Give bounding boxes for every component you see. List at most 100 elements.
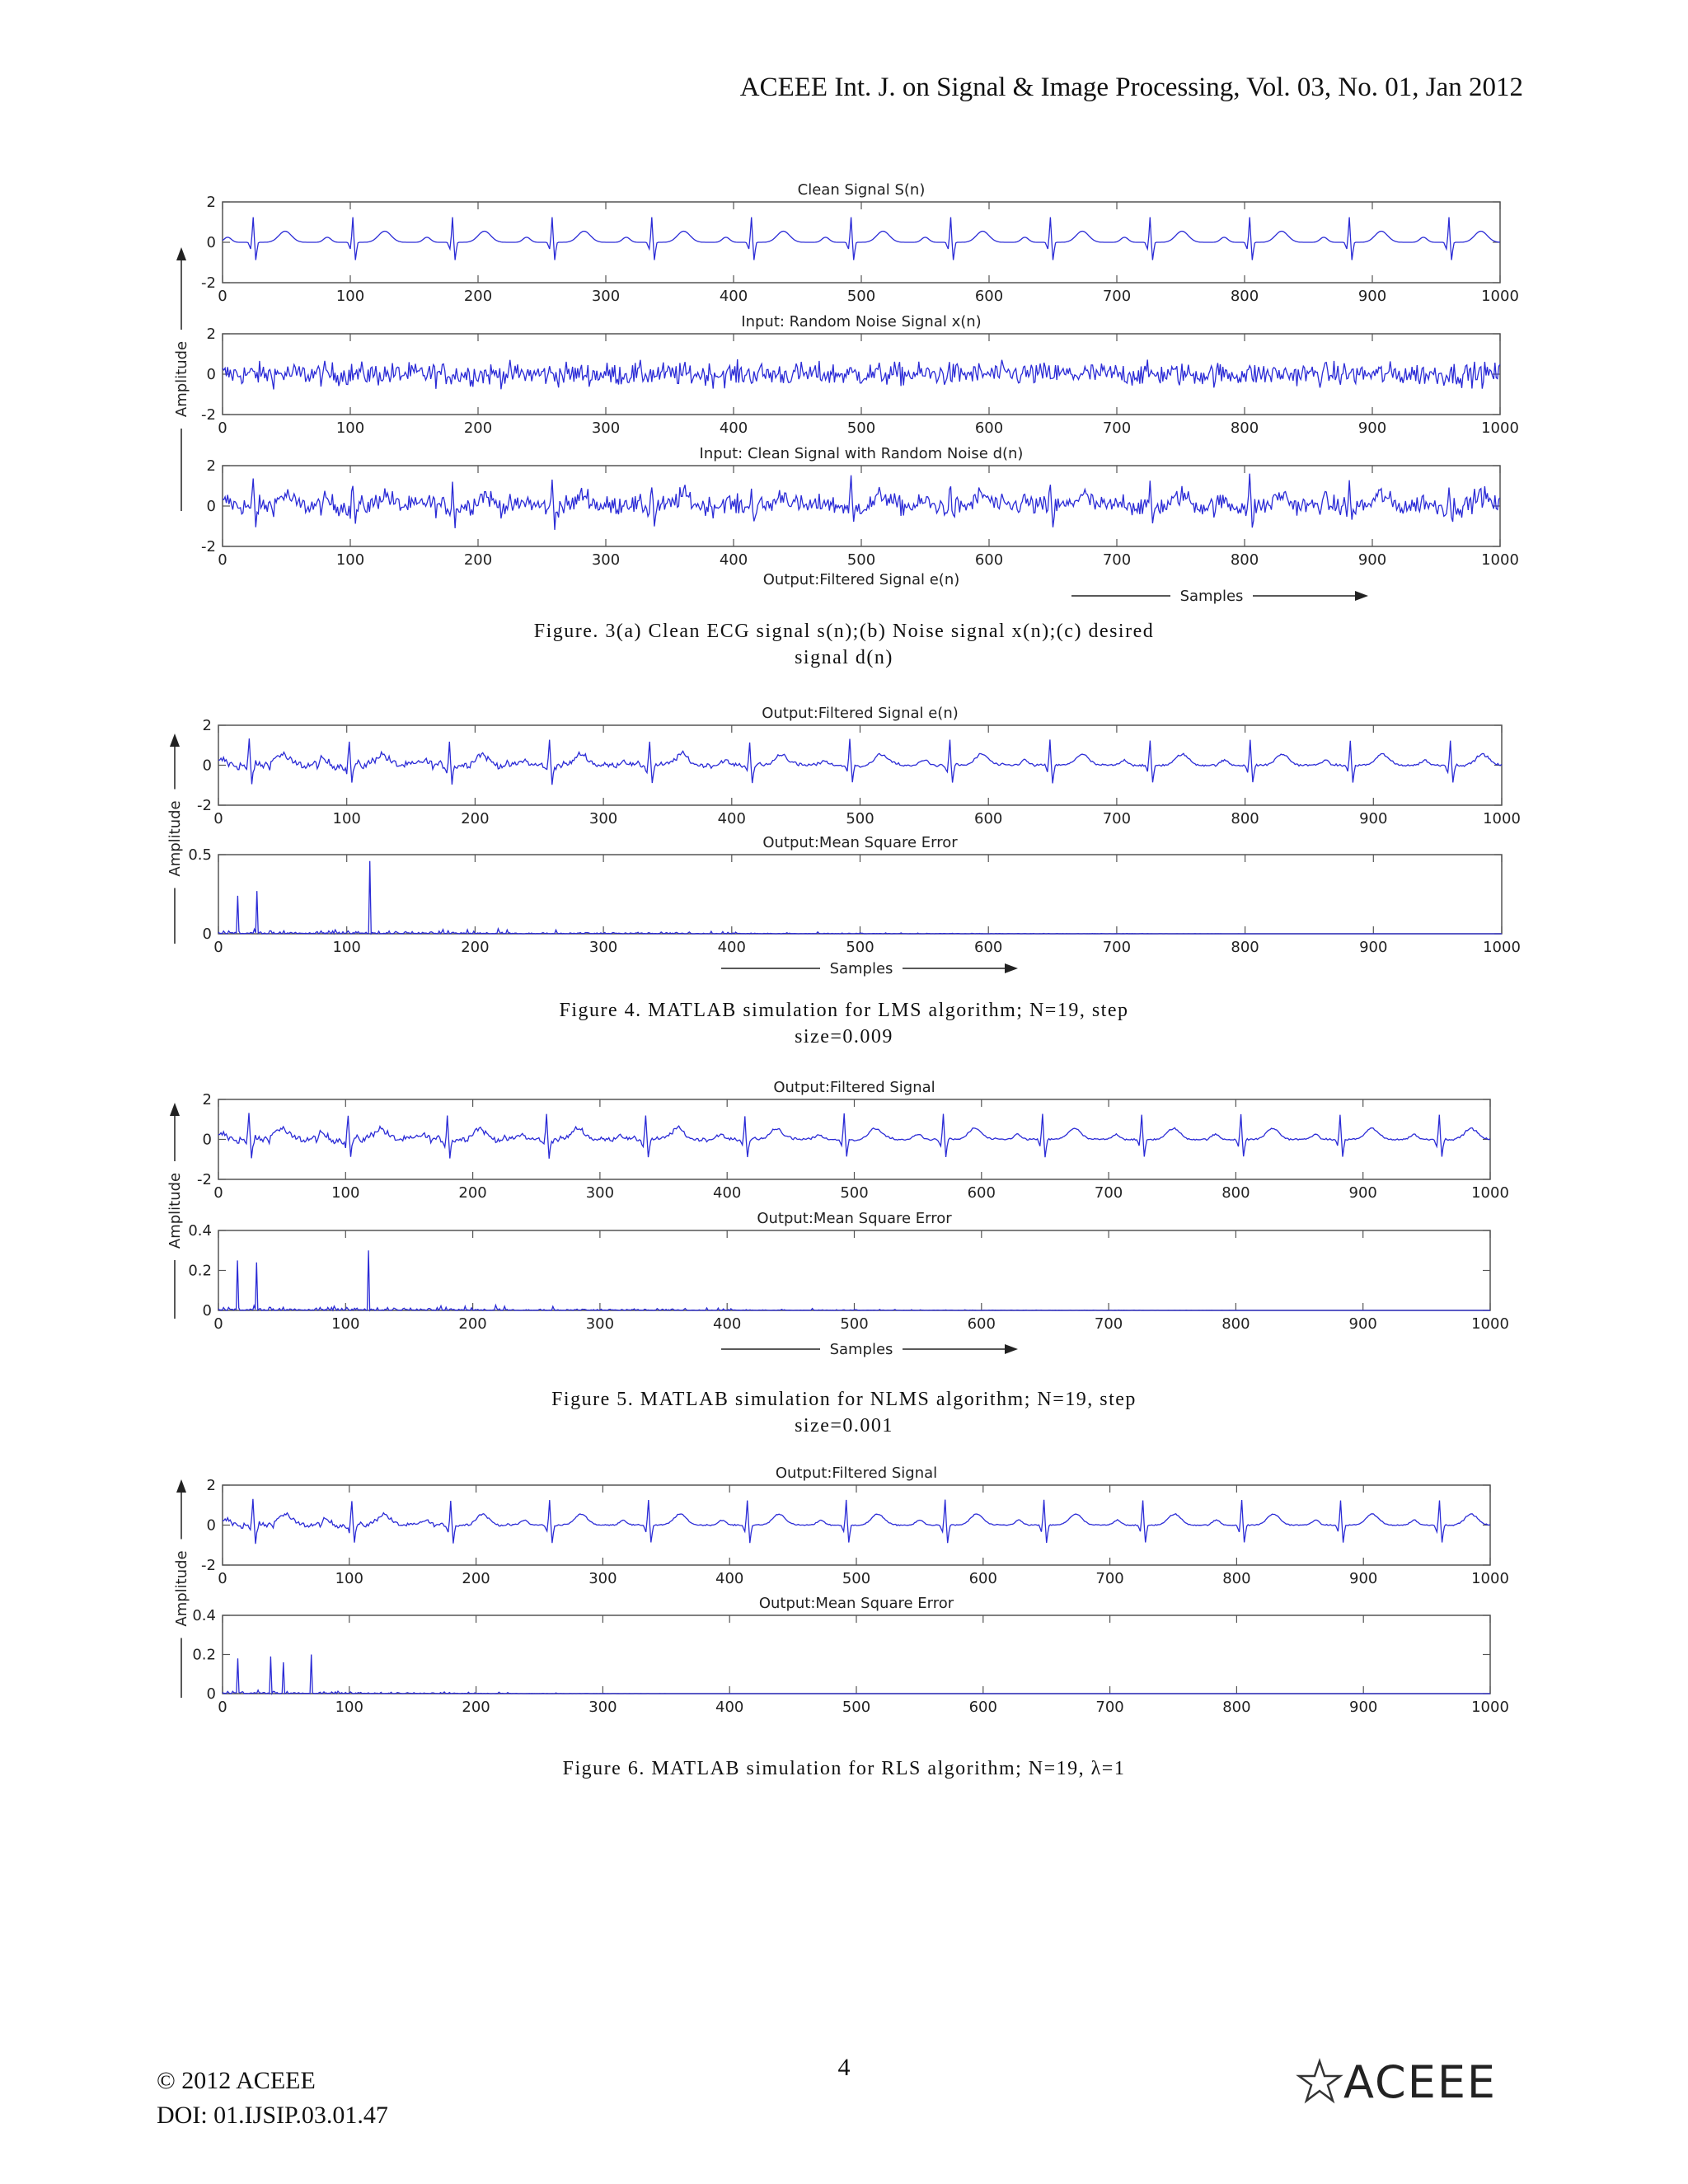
chart-title: Output:Filtered Signal	[773, 1079, 935, 1096]
x-tick-label: 700	[1095, 1184, 1123, 1202]
x-tick-label: 900	[1359, 939, 1387, 956]
x-tick-label: 800	[1222, 1699, 1250, 1716]
x-tick-label: 500	[846, 939, 874, 956]
x-tick-label: 800	[1221, 1184, 1250, 1202]
x-tick-label: 700	[1103, 939, 1131, 956]
x-tick-label: 200	[464, 288, 492, 305]
x-tick-label: 1000	[1471, 1315, 1509, 1333]
chart-panel-3(a): Clean Signal S(n) 0 100 200 300 400 500 600 700 8…	[201, 181, 1519, 305]
x-tick-label: 900	[1358, 288, 1386, 305]
x-tick-label: 1000	[1481, 551, 1519, 569]
x-tick-label: 300	[592, 288, 620, 305]
y-tick-label: 2	[207, 194, 216, 211]
series-line	[222, 359, 1501, 390]
label-backdrop	[165, 789, 185, 888]
x-tick-label: 0	[213, 1184, 223, 1202]
y-tick-label: 0	[207, 1685, 216, 1703]
x-tick-label: 900	[1349, 1184, 1377, 1202]
x-tick-label: 300	[592, 419, 620, 437]
chart-panel-4-bottom: Output:Mean Square Error 0 100 200 300 400 500…	[188, 834, 1521, 956]
y-tick-label: 2	[207, 1477, 216, 1494]
plot-frame	[222, 1615, 1491, 1694]
y-tick-label: 0.2	[192, 1647, 216, 1664]
x-tick-label: 800	[1222, 1570, 1250, 1587]
x-tick-label: 300	[586, 1184, 614, 1202]
x-tick-label: 0	[218, 419, 227, 437]
x-tick-label: 700	[1095, 1315, 1123, 1333]
x-tick-label: 0	[218, 1570, 227, 1587]
x-tick-label: 200	[461, 939, 489, 956]
chart-title: Output:Mean Square Error	[757, 1210, 952, 1227]
caption-line: size=0.009	[795, 1026, 893, 1047]
doi-text: DOI: 01.IJSIP.03.01.47	[157, 2102, 388, 2129]
arrow-head-icon	[1005, 1344, 1018, 1354]
y-tick-label: 0	[207, 366, 216, 383]
x-tick-label: 0	[213, 939, 223, 956]
chart-panel-4-top: Output:Filtered Signal e(n) 0 100 200 300 400…	[197, 705, 1521, 827]
x-tick-label: 400	[720, 288, 748, 305]
caption-line: Figure 5. MATLAB simulation for NLMS alg…	[551, 1389, 1137, 1410]
x-tick-label: 0	[218, 551, 227, 569]
x-tick-label: 200	[462, 1699, 490, 1716]
x-tick-label: 400	[718, 939, 746, 956]
x-tick-label: 800	[1221, 1315, 1250, 1333]
x-tick-label: 500	[842, 1699, 870, 1716]
page-number: 4	[837, 2054, 851, 2081]
x-tick-label: 300	[589, 939, 617, 956]
x-tick-label: 700	[1103, 419, 1131, 437]
x-tick-label: 0	[213, 1315, 223, 1333]
x-axis-label: Samples	[1180, 588, 1244, 605]
x-tick-label: 400	[718, 810, 746, 827]
arrow-head-icon	[176, 1479, 186, 1493]
x-tick-label: 500	[847, 419, 875, 437]
caption-line: Figure 4. MATLAB simulation for LMS algo…	[559, 1000, 1129, 1021]
x-tick-label: 900	[1349, 1699, 1377, 1716]
x-tick-label: 800	[1231, 551, 1259, 569]
chart-panel-3(c): Input: Clean Signal with Random Noise d(…	[201, 445, 1519, 569]
y-tick-label: 2	[203, 1091, 212, 1108]
x-tick-label: 800	[1231, 419, 1259, 437]
arrow-head-icon	[170, 733, 180, 747]
x-axis-label: Samples	[830, 960, 893, 977]
chart-title: Output:Filtered Signal e(n)	[762, 705, 959, 722]
aceee-logo: ACEEE	[1296, 2055, 1498, 2108]
x-tick-label: 500	[840, 1184, 868, 1202]
y-tick-label: 0	[203, 1302, 212, 1319]
x-tick-label: 700	[1095, 1699, 1123, 1716]
y-tick-label: -2	[201, 274, 216, 292]
chart-panel-6-bottom: Output:Mean Square Error 0 100 200 300 400 500…	[192, 1595, 1509, 1716]
chart-title: Output:Filtered Signal	[776, 1465, 937, 1482]
y-axis-label: Amplitude	[166, 800, 184, 876]
x-tick-label: 1000	[1471, 1184, 1509, 1202]
x-tick-label: 600	[974, 810, 1002, 827]
x-tick-label: 100	[331, 1184, 359, 1202]
x-tick-label: 600	[969, 1570, 997, 1587]
arrow-head-icon	[176, 247, 186, 260]
logo-text: ACEEE	[1343, 2055, 1498, 2108]
x-tick-label: 100	[336, 419, 364, 437]
x-tick-label: 300	[592, 551, 620, 569]
figure-3-caption: Figure. 3(a) Clean ECG signal s(n);(b) N…	[0, 618, 1688, 671]
x-tick-label: 200	[464, 551, 492, 569]
chart-title: Output:Mean Square Error	[762, 834, 958, 851]
plot-frame	[218, 854, 1503, 935]
x-tick-label: 600	[975, 551, 1003, 569]
x-tick-label: 300	[589, 810, 617, 827]
x-tick-label: 0	[218, 288, 227, 305]
chart-panel-6-top: Output:Filtered Signal 0 100 200 300 400 500 60…	[201, 1465, 1509, 1587]
x-tick-label: 500	[842, 1570, 870, 1587]
caption-line: size=0.001	[795, 1415, 893, 1436]
x-tick-label: 100	[331, 1315, 359, 1333]
y-tick-label: 0	[203, 1132, 212, 1149]
y-tick-label: 2	[207, 326, 216, 343]
caption-line: signal d(n)	[795, 647, 893, 668]
caption-line: Figure. 3(a) Clean ECG signal s(n);(b) N…	[533, 621, 1155, 642]
x-tick-label: 300	[588, 1699, 617, 1716]
chart-title: Input: Random Noise Signal x(n)	[741, 313, 981, 330]
y-axis-label: Amplitude	[173, 1550, 190, 1626]
x-tick-label: 700	[1103, 551, 1131, 569]
x-tick-label: 800	[1231, 810, 1259, 827]
x-tick-label: 700	[1095, 1570, 1123, 1587]
x-tick-label: 400	[715, 1570, 743, 1587]
